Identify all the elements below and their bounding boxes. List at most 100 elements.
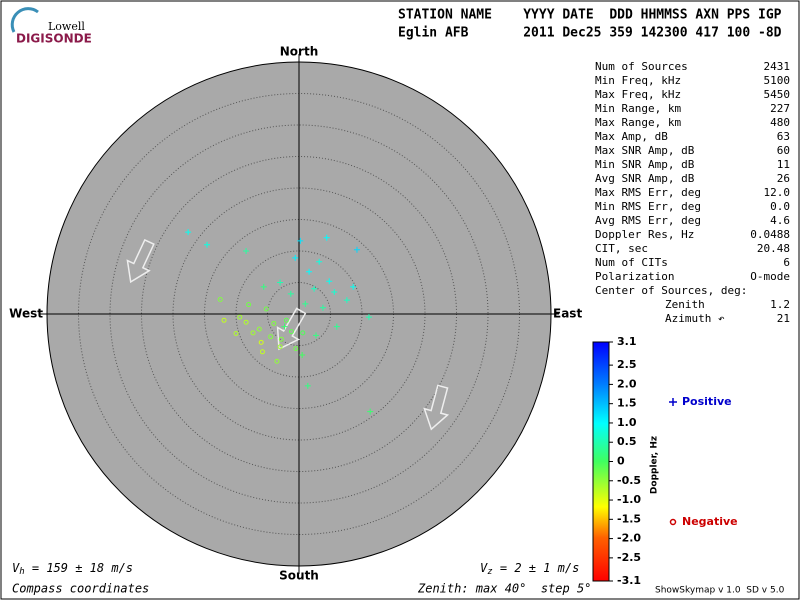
source-point — [204, 241, 211, 248]
colorbar-tick-label: -1.0 — [617, 493, 641, 506]
source-point — [313, 332, 320, 339]
source-point — [326, 278, 333, 285]
legend-label: Positive — [682, 395, 732, 408]
stat-label: Zenith — [665, 298, 705, 311]
source-point — [246, 302, 252, 308]
source-point — [281, 323, 288, 330]
source-point — [306, 268, 313, 275]
colorbar-tick-label: 1.5 — [617, 397, 637, 410]
stat-label: Center of Sources, deg: — [595, 284, 747, 297]
stat-value: 26 — [777, 172, 790, 185]
vz-label: Vz = 2 ± 1 m/s — [480, 561, 579, 577]
stat-value: 1.2 — [770, 298, 790, 311]
vh-label: Vh = 159 ± 18 m/s — [12, 561, 133, 577]
stat-value: 480 — [770, 116, 790, 129]
stat-value: 2431 — [764, 60, 791, 73]
source-point — [258, 339, 264, 345]
source-point — [333, 323, 340, 330]
source-point — [274, 358, 280, 364]
stat-value: 5450 — [764, 88, 791, 101]
source-point — [367, 408, 374, 415]
source-point — [217, 297, 223, 303]
logo-swoosh — [10, 7, 39, 33]
source-point — [288, 329, 294, 335]
source-point — [271, 320, 277, 326]
logo-top: Lowell — [48, 20, 85, 33]
source-point — [259, 349, 265, 355]
source-point — [350, 283, 357, 290]
source-point — [300, 330, 306, 336]
vz-text: = 2 ± 1 m/s — [493, 561, 580, 575]
colorbar-tick-label: 0 — [617, 455, 625, 468]
stat-label: Max Range, km — [595, 116, 681, 129]
colorbar-tick-label: 1.0 — [617, 416, 637, 429]
direction-label: North — [280, 45, 318, 59]
velocity-arrow — [126, 238, 155, 284]
stat-value: O-mode — [750, 270, 790, 283]
source-point — [250, 330, 256, 336]
coords-label: Compass coordinates — [12, 582, 149, 596]
plot — [39, 54, 559, 574]
source-point — [365, 314, 372, 321]
stat-label: Avg SNR Amp, dB — [595, 172, 695, 185]
colorbar-tick-label: 3.1 — [617, 335, 637, 348]
logo-bottom: DIGISONDE — [16, 32, 92, 46]
stat-value: 0.0 — [770, 200, 790, 213]
velocity-arrow — [423, 384, 450, 431]
colorbar-tick-label: -3.1 — [617, 574, 641, 587]
stat-label: Avg RMS Err, deg — [595, 214, 701, 227]
source-point — [311, 285, 318, 292]
stat-label: Min SNR Amp, dB — [595, 158, 695, 171]
direction-label: West — [9, 307, 43, 321]
source-point — [319, 304, 326, 311]
source-point — [260, 283, 267, 290]
subscript: z — [487, 567, 492, 577]
source-point — [278, 336, 284, 342]
symbol: V — [12, 561, 20, 575]
version: ShowSkymap v 1.0 SD v 5.0 — [655, 586, 785, 596]
stat-value: 12.0 — [764, 186, 791, 199]
stat-value: 0.0488 — [750, 228, 790, 241]
direction-label: South — [279, 569, 319, 583]
stat-label: Min RMS Err, deg — [595, 200, 701, 213]
source-point — [287, 290, 294, 297]
colorbar-tick-label: -2.0 — [617, 532, 641, 545]
legend-marker — [669, 518, 677, 526]
colorbar-tick-label: 2.0 — [617, 377, 637, 390]
source-point — [263, 306, 269, 312]
zenith-label: Zenith: max 40° step 5° — [417, 582, 591, 596]
source-point — [243, 248, 250, 254]
stat-label: Max Freq, kHz — [595, 88, 681, 101]
velocity-arrow — [276, 307, 307, 351]
source-point — [304, 382, 311, 389]
stat-label: Max SNR Amp, dB — [595, 144, 695, 157]
colorbar — [592, 341, 610, 582]
stat-value: 6 — [783, 256, 790, 269]
source-point — [185, 229, 192, 236]
source-point — [316, 258, 323, 265]
colorbar-tick-label: -0.5 — [617, 474, 641, 487]
source-point — [323, 234, 330, 241]
source-point — [277, 344, 283, 350]
stat-value: 4.6 — [770, 214, 790, 227]
stat-label: Min Range, km — [595, 102, 681, 115]
colorbar-tick-label: 2.5 — [617, 358, 637, 371]
source-point — [256, 326, 262, 332]
source-point — [233, 331, 239, 337]
source-point — [302, 300, 309, 307]
source-point — [243, 319, 249, 325]
vh-text: = 159 ± 18 m/s — [25, 561, 133, 575]
source-point — [268, 334, 274, 340]
symbol: V — [480, 561, 488, 575]
legend-marker — [669, 398, 677, 406]
stat-label: Max Amp, dB — [595, 130, 668, 143]
source-point — [297, 237, 304, 244]
source-point — [353, 246, 360, 253]
colorbar-tick-label: 0.5 — [617, 435, 637, 448]
header-line: Eglin AFB 2011 Dec25 359 142300 417 100 … — [398, 26, 782, 41]
stat-label: Azimuth ↶ — [665, 312, 725, 325]
stat-label: Max RMS Err, deg — [595, 186, 701, 199]
source-point — [343, 297, 350, 304]
source-point — [299, 351, 306, 358]
